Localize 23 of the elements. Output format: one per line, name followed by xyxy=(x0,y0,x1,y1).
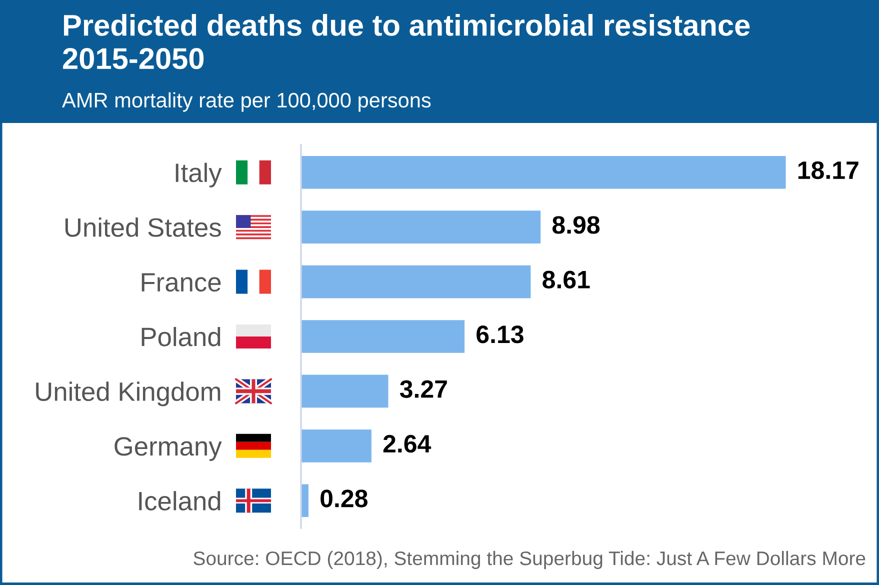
data-label: 8.61 xyxy=(542,270,590,288)
y-tick-label: France xyxy=(142,273,221,292)
chart-subtitle: AMR mortality rate per 100,000 persons xyxy=(62,92,431,112)
chart-title: Predicted deaths due to antimicrobial resistance 2015-2050 xyxy=(63,14,750,70)
data-label: 18.17 xyxy=(798,161,858,180)
y-tick-label: Italy xyxy=(176,162,222,188)
bar xyxy=(301,265,531,298)
data-label: 6.13 xyxy=(476,326,524,344)
bar xyxy=(301,156,786,189)
bar xyxy=(301,320,465,353)
bar xyxy=(301,210,541,244)
y-tick-label: Iceland xyxy=(139,491,220,510)
data-label: 0.28 xyxy=(320,490,368,508)
y-tick-label: Germany xyxy=(114,437,222,461)
data-label: 8.98 xyxy=(552,216,600,234)
bar xyxy=(301,430,372,462)
y-tick-label: United Kingdom xyxy=(36,382,220,406)
data-label: 2.64 xyxy=(383,434,432,453)
bar xyxy=(301,374,388,408)
data-label: 3.27 xyxy=(400,380,447,398)
source-note: Source: OECD (2018), Stemming the Superbug Tide: Just A Few Dollars More xyxy=(194,550,866,570)
y-tick-label: United States xyxy=(65,218,221,237)
y-tick-label: Poland xyxy=(142,326,220,346)
